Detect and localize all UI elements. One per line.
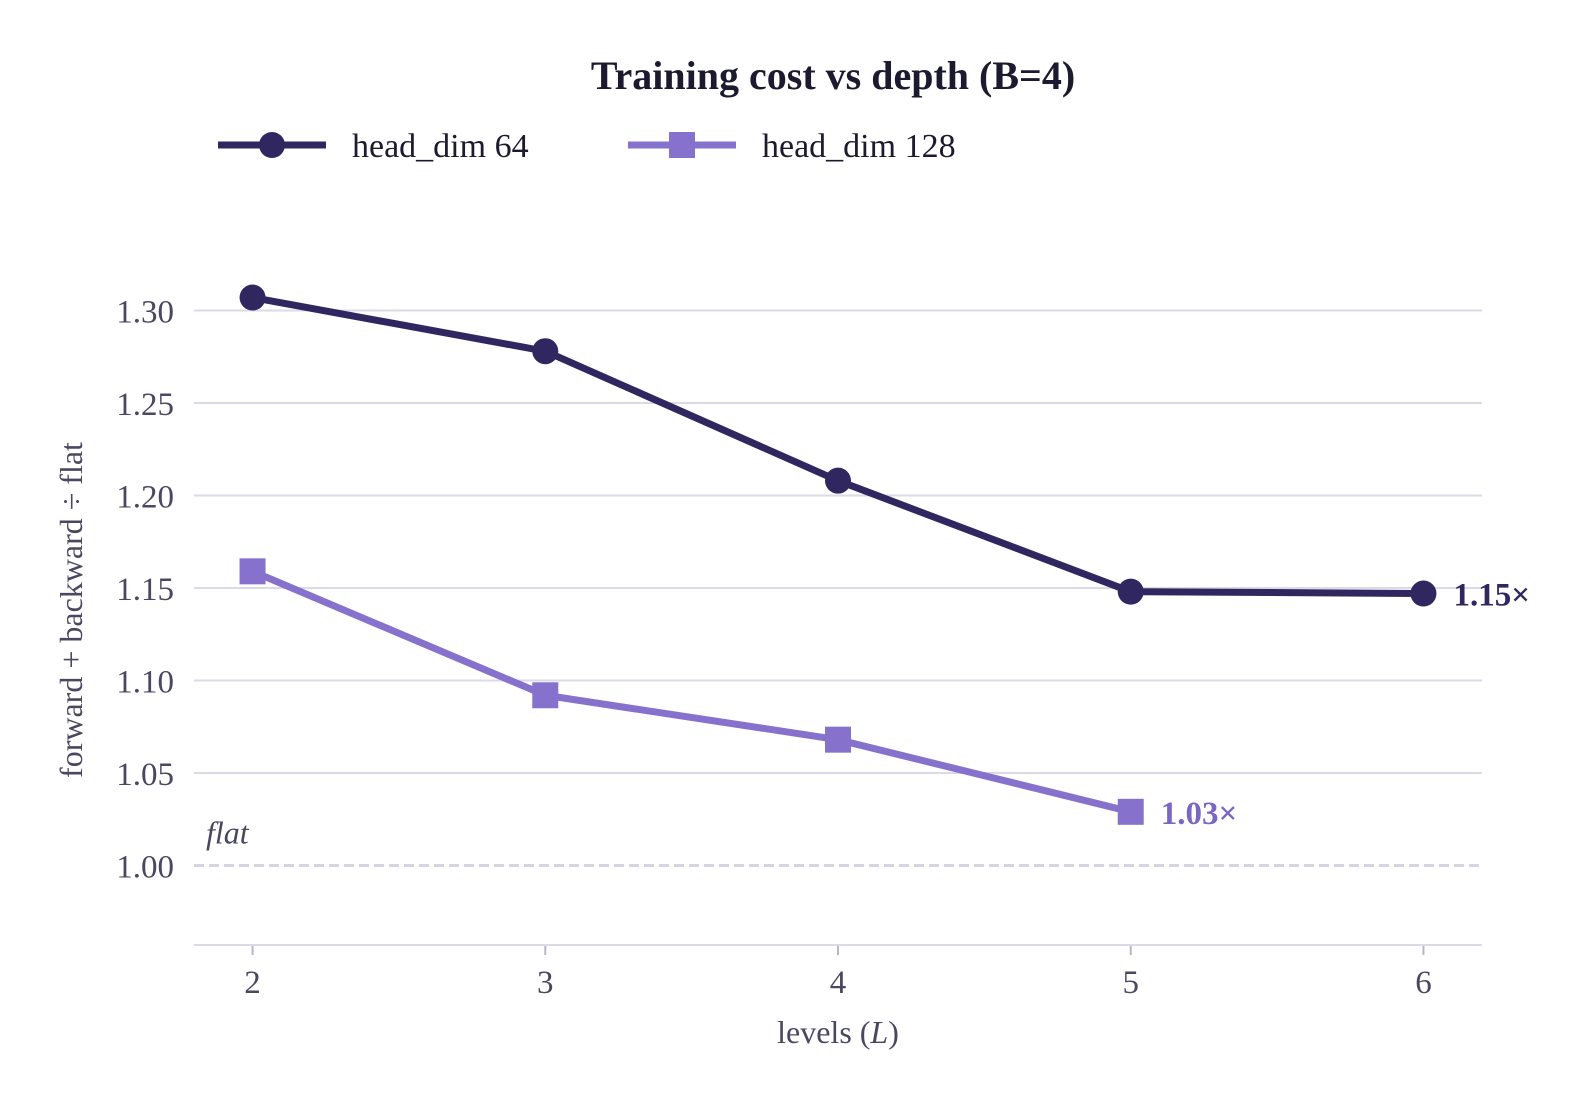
data-point (239, 284, 266, 311)
x-tick-labels: 2 3 4 5 6 (244, 945, 1432, 1001)
y-tick-label: 1.10 (116, 664, 174, 700)
legend-label: head_dim 128 (762, 128, 956, 165)
y-tick-label: 1.30 (116, 294, 174, 330)
end-value-label: 1.03× (1161, 796, 1238, 832)
legend-item-1: head_dim 64 (218, 128, 529, 165)
series-2: 1.03× (239, 558, 1238, 832)
series-layer: 1.15× 1.03× (239, 284, 1530, 832)
series-1: 1.15× (239, 284, 1530, 614)
end-value-label: 1.15× (1453, 578, 1530, 614)
data-point (825, 726, 851, 753)
x-tick-label: 5 (1122, 965, 1139, 1001)
chart-title: Training cost vs depth (B=4) (591, 53, 1075, 98)
series-line (249, 294, 1427, 598)
x-tick-label: 4 (830, 965, 847, 1001)
x-axis-label-var: L (869, 1014, 888, 1050)
y-tick-label: 1.00 (116, 849, 174, 885)
y-tick-label: 1.05 (116, 757, 174, 793)
x-tick-label: 6 (1415, 965, 1432, 1001)
gridlines (194, 309, 1482, 774)
data-point (239, 558, 266, 585)
legend: head_dim 64 head_dim 128 (218, 128, 956, 165)
y-tick-label: 1.15 (116, 572, 174, 608)
legend-marker (669, 132, 695, 158)
data-point (1117, 578, 1144, 605)
x-axis-label: levels (L) (777, 1014, 899, 1050)
legend-label: head_dim 64 (352, 128, 529, 165)
flat-reference-label: flat (206, 814, 250, 850)
series-line (249, 567, 1135, 816)
data-point (532, 338, 559, 365)
x-axis-label-prefix: levels ( (777, 1014, 870, 1050)
y-tick-label: 1.25 (116, 387, 174, 423)
data-point (1410, 580, 1437, 607)
x-tick-label: 3 (537, 965, 554, 1001)
data-point (532, 682, 559, 709)
x-axis-label-suffix: ) (888, 1014, 899, 1050)
x-tick-label: 2 (244, 965, 261, 1001)
data-point (1117, 798, 1144, 825)
legend-item-2: head_dim 128 (628, 128, 956, 165)
legend-marker (259, 132, 285, 158)
y-axis-label: forward + backward ÷ flat (53, 442, 89, 778)
data-point (825, 467, 851, 494)
y-tick-labels: 1.00 1.05 1.10 1.15 1.20 1.25 1.30 (116, 294, 174, 885)
y-tick-label: 1.20 (116, 479, 174, 515)
